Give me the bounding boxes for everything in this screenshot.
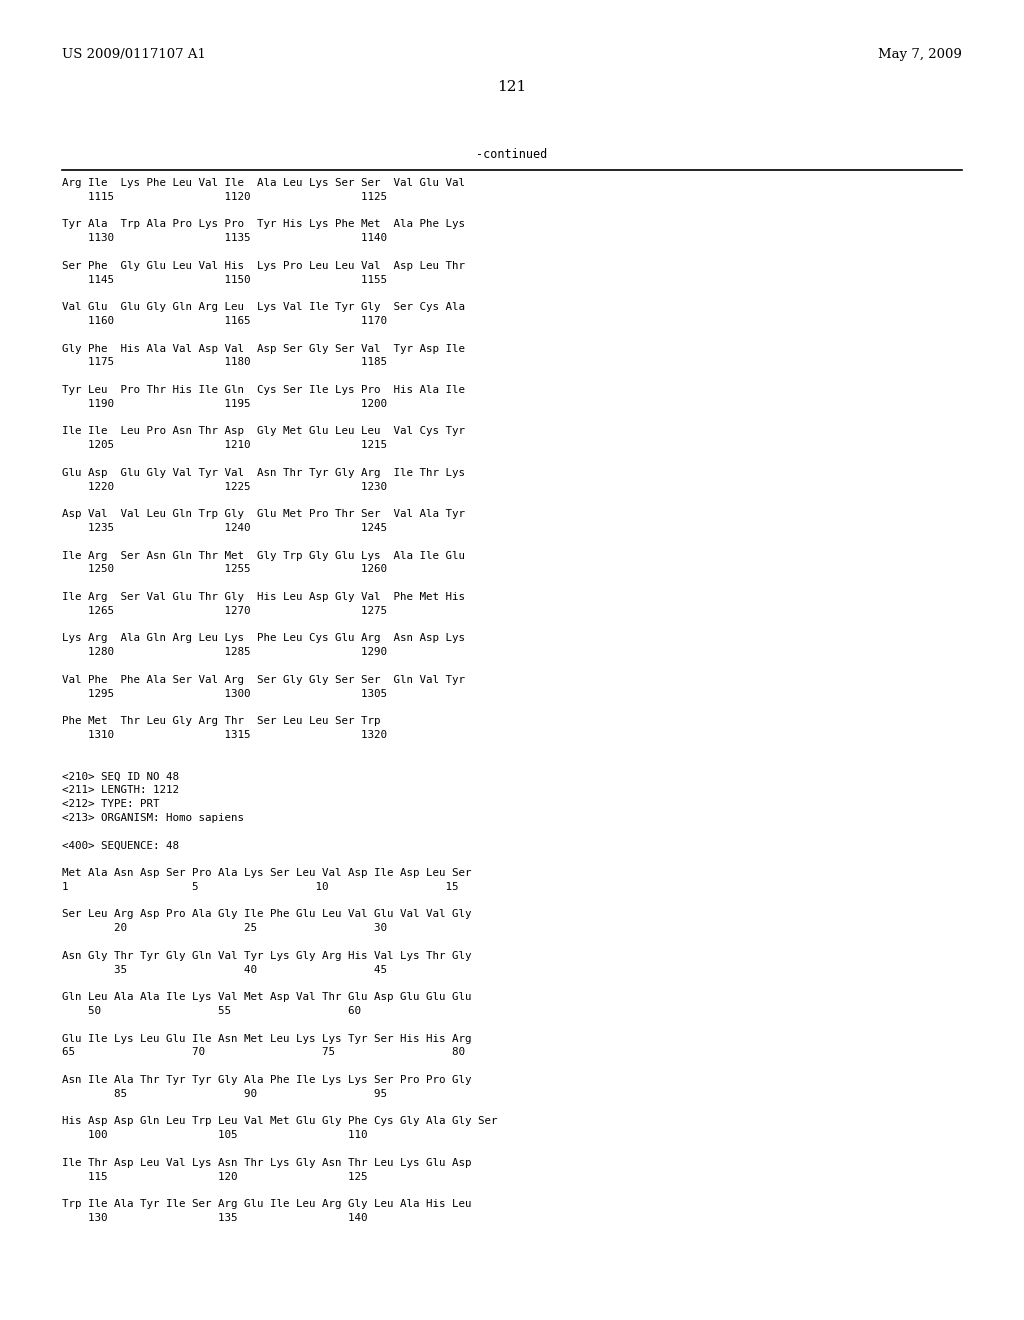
Text: Ile Arg  Ser Val Glu Thr Gly  His Leu Asp Gly Val  Phe Met His: Ile Arg Ser Val Glu Thr Gly His Leu Asp … (62, 591, 465, 602)
Text: 1175                 1180                 1185: 1175 1180 1185 (62, 358, 387, 367)
Text: Tyr Ala  Trp Ala Pro Lys Pro  Tyr His Lys Phe Met  Ala Phe Lys: Tyr Ala Trp Ala Pro Lys Pro Tyr His Lys … (62, 219, 465, 230)
Text: 35                  40                  45: 35 40 45 (62, 965, 387, 974)
Text: 1265                 1270                 1275: 1265 1270 1275 (62, 606, 387, 616)
Text: Ser Phe  Gly Glu Leu Val His  Lys Pro Leu Leu Val  Asp Leu Thr: Ser Phe Gly Glu Leu Val His Lys Pro Leu … (62, 261, 465, 271)
Text: 115                 120                 125: 115 120 125 (62, 1172, 368, 1181)
Text: 100                 105                 110: 100 105 110 (62, 1130, 368, 1140)
Text: His Asp Asp Gln Leu Trp Leu Val Met Glu Gly Phe Cys Gly Ala Gly Ser: His Asp Asp Gln Leu Trp Leu Val Met Glu … (62, 1117, 498, 1126)
Text: Arg Ile  Lys Phe Leu Val Ile  Ala Leu Lys Ser Ser  Val Glu Val: Arg Ile Lys Phe Leu Val Ile Ala Leu Lys … (62, 178, 465, 187)
Text: Phe Met  Thr Leu Gly Arg Thr  Ser Leu Leu Ser Trp: Phe Met Thr Leu Gly Arg Thr Ser Leu Leu … (62, 717, 381, 726)
Text: <210> SEQ ID NO 48: <210> SEQ ID NO 48 (62, 771, 179, 781)
Text: Tyr Leu  Pro Thr His Ile Gln  Cys Ser Ile Lys Pro  His Ala Ile: Tyr Leu Pro Thr His Ile Gln Cys Ser Ile … (62, 385, 465, 395)
Text: Glu Asp  Glu Gly Val Tyr Val  Asn Thr Tyr Gly Arg  Ile Thr Lys: Glu Asp Glu Gly Val Tyr Val Asn Thr Tyr … (62, 467, 465, 478)
Text: Trp Ile Ala Tyr Ile Ser Arg Glu Ile Leu Arg Gly Leu Ala His Leu: Trp Ile Ala Tyr Ile Ser Arg Glu Ile Leu … (62, 1199, 471, 1209)
Text: Val Phe  Phe Ala Ser Val Arg  Ser Gly Gly Ser Ser  Gln Val Tyr: Val Phe Phe Ala Ser Val Arg Ser Gly Gly … (62, 675, 465, 685)
Text: 121: 121 (498, 81, 526, 94)
Text: 1280                 1285                 1290: 1280 1285 1290 (62, 647, 387, 657)
Text: 130                 135                 140: 130 135 140 (62, 1213, 368, 1224)
Text: Gly Phe  His Ala Val Asp Val  Asp Ser Gly Ser Val  Tyr Asp Ile: Gly Phe His Ala Val Asp Val Asp Ser Gly … (62, 343, 465, 354)
Text: Gln Leu Ala Ala Ile Lys Val Met Asp Val Thr Glu Asp Glu Glu Glu: Gln Leu Ala Ala Ile Lys Val Met Asp Val … (62, 993, 471, 1002)
Text: Glu Ile Lys Leu Glu Ile Asn Met Leu Lys Lys Tyr Ser His His Arg: Glu Ile Lys Leu Glu Ile Asn Met Leu Lys … (62, 1034, 471, 1044)
Text: 50                  55                  60: 50 55 60 (62, 1006, 361, 1016)
Text: Ile Thr Asp Leu Val Lys Asn Thr Lys Gly Asn Thr Leu Lys Glu Asp: Ile Thr Asp Leu Val Lys Asn Thr Lys Gly … (62, 1158, 471, 1168)
Text: <212> TYPE: PRT: <212> TYPE: PRT (62, 799, 160, 809)
Text: 1160                 1165                 1170: 1160 1165 1170 (62, 315, 387, 326)
Text: US 2009/0117107 A1: US 2009/0117107 A1 (62, 48, 206, 61)
Text: <400> SEQUENCE: 48: <400> SEQUENCE: 48 (62, 841, 179, 850)
Text: 1250                 1255                 1260: 1250 1255 1260 (62, 565, 387, 574)
Text: Ser Leu Arg Asp Pro Ala Gly Ile Phe Glu Leu Val Glu Val Val Gly: Ser Leu Arg Asp Pro Ala Gly Ile Phe Glu … (62, 909, 471, 920)
Text: 1190                 1195                 1200: 1190 1195 1200 (62, 399, 387, 409)
Text: 1220                 1225                 1230: 1220 1225 1230 (62, 482, 387, 491)
Text: 1235                 1240                 1245: 1235 1240 1245 (62, 523, 387, 533)
Text: 85                  90                  95: 85 90 95 (62, 1089, 387, 1098)
Text: Lys Arg  Ala Gln Arg Leu Lys  Phe Leu Cys Glu Arg  Asn Asp Lys: Lys Arg Ala Gln Arg Leu Lys Phe Leu Cys … (62, 634, 465, 643)
Text: -continued: -continued (476, 148, 548, 161)
Text: Asn Gly Thr Tyr Gly Gln Val Tyr Lys Gly Arg His Val Lys Thr Gly: Asn Gly Thr Tyr Gly Gln Val Tyr Lys Gly … (62, 950, 471, 961)
Text: 1                   5                  10                  15: 1 5 10 15 (62, 882, 459, 892)
Text: 20                  25                  30: 20 25 30 (62, 923, 387, 933)
Text: Asn Ile Ala Thr Tyr Tyr Gly Ala Phe Ile Lys Lys Ser Pro Pro Gly: Asn Ile Ala Thr Tyr Tyr Gly Ala Phe Ile … (62, 1074, 471, 1085)
Text: 1295                 1300                 1305: 1295 1300 1305 (62, 689, 387, 698)
Text: 1130                 1135                 1140: 1130 1135 1140 (62, 234, 387, 243)
Text: 1310                 1315                 1320: 1310 1315 1320 (62, 730, 387, 741)
Text: Asp Val  Val Leu Gln Trp Gly  Glu Met Pro Thr Ser  Val Ala Tyr: Asp Val Val Leu Gln Trp Gly Glu Met Pro … (62, 510, 465, 519)
Text: Met Ala Asn Asp Ser Pro Ala Lys Ser Leu Val Asp Ile Asp Leu Ser: Met Ala Asn Asp Ser Pro Ala Lys Ser Leu … (62, 869, 471, 878)
Text: 65                  70                  75                  80: 65 70 75 80 (62, 1047, 465, 1057)
Text: 1145                 1150                 1155: 1145 1150 1155 (62, 275, 387, 285)
Text: <211> LENGTH: 1212: <211> LENGTH: 1212 (62, 785, 179, 795)
Text: 1115                 1120                 1125: 1115 1120 1125 (62, 191, 387, 202)
Text: 1205                 1210                 1215: 1205 1210 1215 (62, 440, 387, 450)
Text: Ile Ile  Leu Pro Asn Thr Asp  Gly Met Glu Leu Leu  Val Cys Tyr: Ile Ile Leu Pro Asn Thr Asp Gly Met Glu … (62, 426, 465, 437)
Text: May 7, 2009: May 7, 2009 (879, 48, 962, 61)
Text: <213> ORGANISM: Homo sapiens: <213> ORGANISM: Homo sapiens (62, 813, 244, 822)
Text: Val Glu  Glu Gly Gln Arg Leu  Lys Val Ile Tyr Gly  Ser Cys Ala: Val Glu Glu Gly Gln Arg Leu Lys Val Ile … (62, 302, 465, 313)
Text: Ile Arg  Ser Asn Gln Thr Met  Gly Trp Gly Glu Lys  Ala Ile Glu: Ile Arg Ser Asn Gln Thr Met Gly Trp Gly … (62, 550, 465, 561)
